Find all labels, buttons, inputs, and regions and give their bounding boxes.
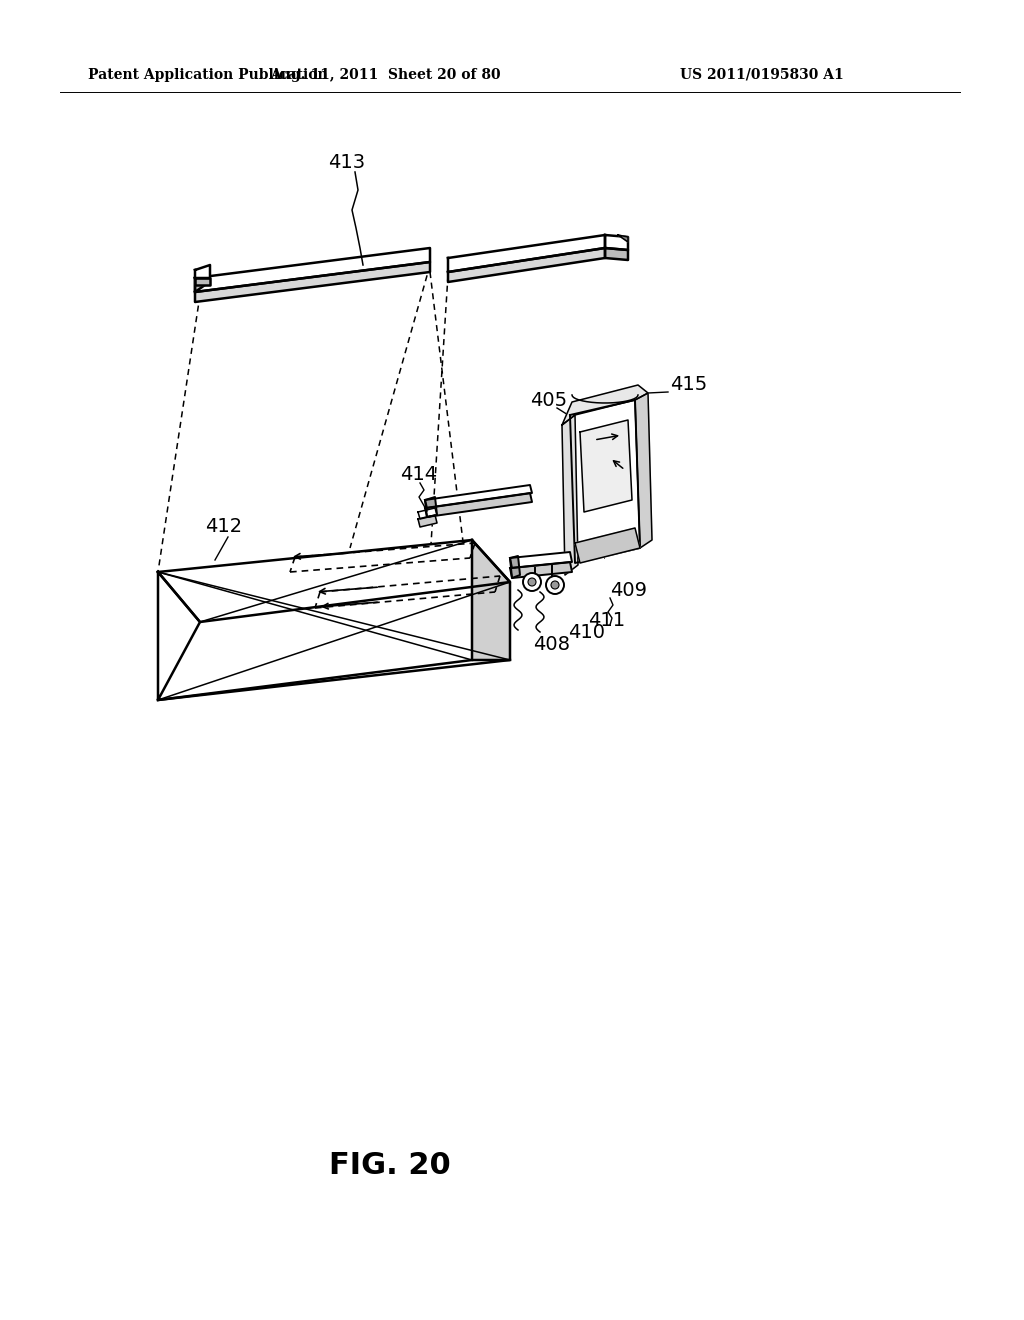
Polygon shape xyxy=(605,248,628,260)
Circle shape xyxy=(523,573,541,591)
Polygon shape xyxy=(158,540,510,622)
Polygon shape xyxy=(425,484,532,508)
Polygon shape xyxy=(449,248,605,282)
Text: 410: 410 xyxy=(568,623,605,643)
Polygon shape xyxy=(562,414,578,576)
Polygon shape xyxy=(618,235,628,242)
Polygon shape xyxy=(425,498,437,517)
Text: 413: 413 xyxy=(328,153,366,173)
Polygon shape xyxy=(570,400,640,564)
Polygon shape xyxy=(195,248,430,292)
Polygon shape xyxy=(510,562,572,578)
Text: 408: 408 xyxy=(534,635,570,655)
Polygon shape xyxy=(195,265,210,279)
Polygon shape xyxy=(472,540,510,660)
Polygon shape xyxy=(510,552,572,568)
Text: Aug. 11, 2011  Sheet 20 of 80: Aug. 11, 2011 Sheet 20 of 80 xyxy=(269,69,501,82)
Polygon shape xyxy=(195,261,430,302)
Polygon shape xyxy=(449,235,605,272)
Polygon shape xyxy=(510,556,520,578)
Polygon shape xyxy=(195,272,205,292)
Text: US 2011/0195830 A1: US 2011/0195830 A1 xyxy=(680,69,844,82)
Polygon shape xyxy=(635,393,652,548)
Text: 414: 414 xyxy=(400,466,437,484)
Text: Patent Application Publication: Patent Application Publication xyxy=(88,69,328,82)
Polygon shape xyxy=(580,420,632,512)
Circle shape xyxy=(551,581,559,589)
Polygon shape xyxy=(425,492,532,517)
Text: 409: 409 xyxy=(610,581,647,599)
Polygon shape xyxy=(562,385,648,425)
Polygon shape xyxy=(418,508,437,519)
Text: 411: 411 xyxy=(588,610,625,630)
Text: 415: 415 xyxy=(670,375,708,395)
Polygon shape xyxy=(605,235,628,249)
Polygon shape xyxy=(418,515,437,527)
Text: FIG. 20: FIG. 20 xyxy=(329,1151,451,1180)
Polygon shape xyxy=(195,279,210,285)
Polygon shape xyxy=(575,528,640,564)
Polygon shape xyxy=(158,572,200,700)
Text: 412: 412 xyxy=(205,517,242,536)
Text: 405: 405 xyxy=(530,391,567,409)
Circle shape xyxy=(528,578,536,586)
Circle shape xyxy=(546,576,564,594)
